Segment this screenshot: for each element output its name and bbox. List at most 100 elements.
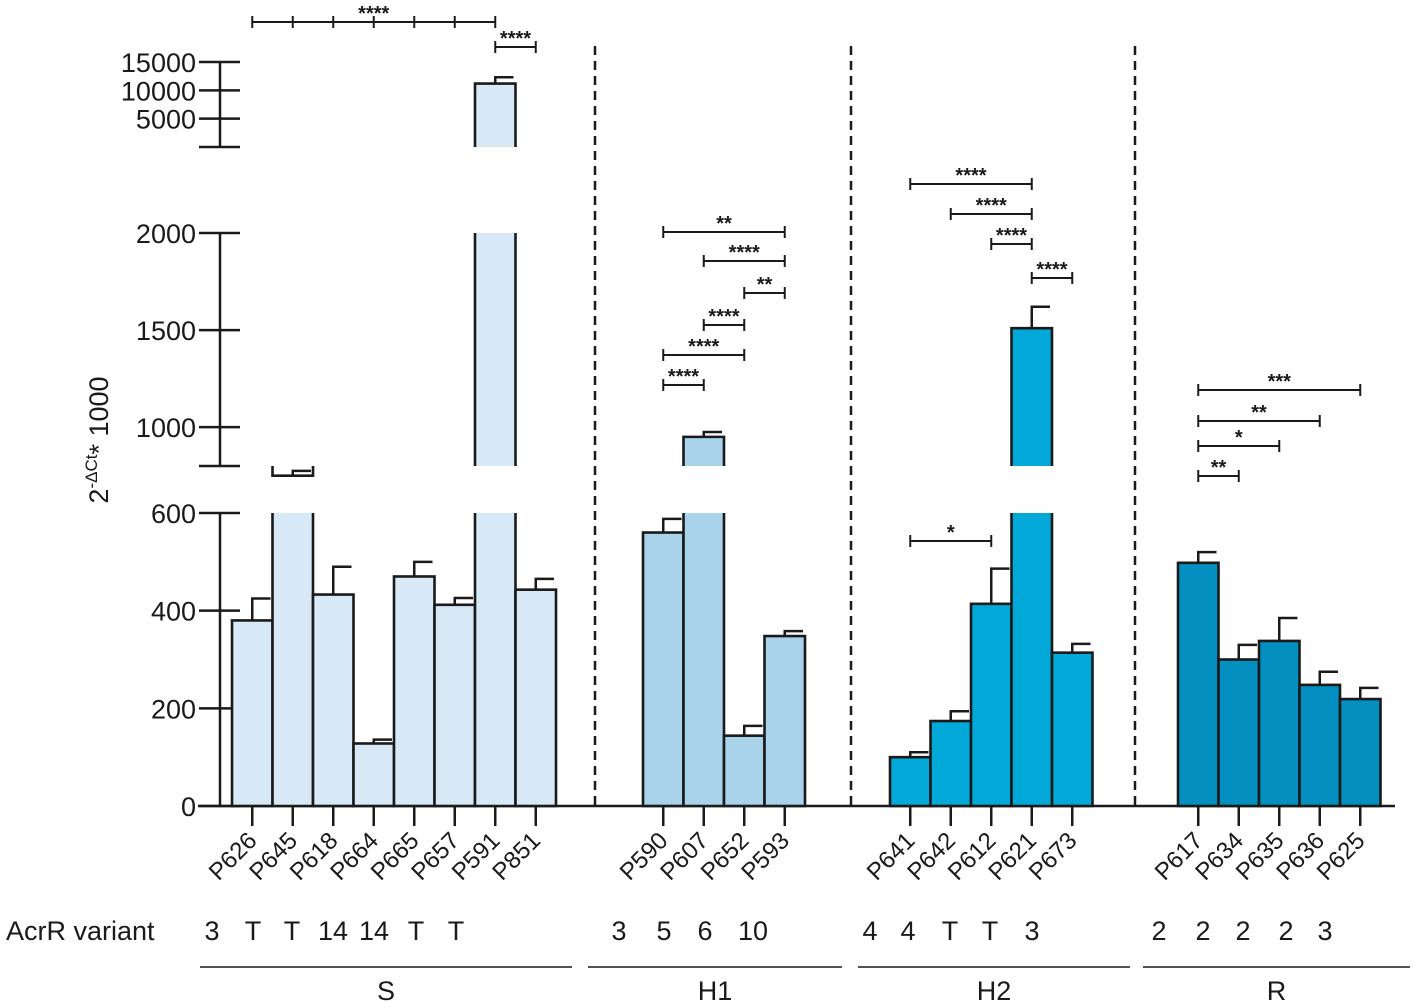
bar-rect — [641, 531, 685, 808]
bar-P642 — [929, 710, 973, 808]
bar-rect — [888, 755, 932, 808]
bar-P657 — [433, 596, 477, 808]
variant-value: 4 — [900, 916, 915, 946]
bar-rect — [1298, 683, 1342, 808]
bar-P652 — [722, 724, 766, 808]
significance-label: **** — [996, 225, 1027, 247]
y-tick-label: 400 — [151, 597, 196, 627]
significance-label: *** — [1268, 371, 1292, 393]
significance-bracket: **** — [949, 195, 1033, 220]
significance-label: ** — [1251, 402, 1267, 424]
variant-value: T — [284, 916, 301, 946]
significance-bracket: * — [909, 522, 993, 547]
y-tick-label: 1500 — [136, 316, 196, 346]
bar-rect — [722, 734, 766, 808]
y-axis-label-superscript: -ΔCt — [82, 454, 101, 488]
significance-label: **** — [976, 195, 1007, 217]
bar-P851 — [514, 577, 558, 808]
significance-bracket: **** — [702, 306, 746, 331]
y-axis-label-base: 2 — [84, 489, 114, 504]
variant-value: 5 — [656, 916, 671, 946]
bar-rect — [969, 602, 1013, 808]
significance-label: **** — [1036, 259, 1067, 281]
bar-P590 — [641, 517, 685, 808]
x-tick-label: P593 — [736, 827, 795, 886]
y-tick-label: 1000 — [136, 413, 196, 443]
bar-rect — [392, 575, 436, 808]
bar-rect — [311, 593, 355, 808]
significance-label: **** — [500, 28, 531, 50]
significance-label: ** — [716, 213, 732, 235]
x-tick-label: P673 — [1024, 827, 1083, 886]
bar-rect — [1257, 639, 1301, 808]
bars-layer — [230, 76, 1382, 808]
y-tick-label: 2000 — [136, 219, 196, 249]
bar-P625 — [1338, 686, 1382, 808]
y-tick-label: 10000 — [121, 76, 196, 106]
variant-value: 3 — [204, 916, 219, 946]
variant-value: 10 — [738, 916, 768, 946]
significance-label: **** — [729, 242, 760, 264]
variant-value: 6 — [697, 916, 712, 946]
significance-bracket: **** — [1030, 259, 1074, 284]
bar-rect — [433, 603, 477, 808]
significance-bracket: ** — [1197, 457, 1240, 482]
significance-bracket: **** — [251, 3, 497, 28]
bar-P665 — [392, 560, 436, 808]
y-axis-label-suffix: * 1000 — [84, 376, 114, 454]
bar-P618 — [311, 565, 355, 808]
significance-bracket: *** — [1197, 371, 1362, 396]
variant-value: T — [448, 916, 465, 946]
significance-bracket: **** — [662, 336, 746, 361]
bar-rect-upper — [1011, 328, 1052, 466]
significance-label: * — [947, 522, 955, 544]
bar-rect-lower — [272, 513, 313, 806]
variant-value: T — [982, 916, 999, 946]
y-tick-label: 5000 — [136, 105, 196, 135]
variant-value: T — [942, 916, 959, 946]
bar-rect — [1050, 651, 1094, 808]
significance-bracket: ** — [743, 274, 786, 299]
significance-bracket: **** — [990, 225, 1033, 250]
significance-label: ** — [757, 274, 773, 296]
bar-rect — [1217, 658, 1261, 808]
bar-P634 — [1217, 643, 1261, 808]
variant-value: 14 — [318, 916, 348, 946]
bar-P593 — [763, 629, 807, 808]
bar-P664 — [352, 738, 396, 808]
bar-outline-upper — [1010, 326, 1054, 466]
bar-rect-upper — [683, 436, 724, 466]
bar-P635 — [1257, 616, 1301, 808]
group-label: R — [1267, 976, 1287, 1006]
bar-P591 — [473, 76, 517, 808]
group-label: H2 — [977, 976, 1012, 1006]
bar-P621 — [1010, 305, 1054, 808]
x-tick-label: P625 — [1312, 827, 1371, 886]
variant-value: 2 — [1151, 916, 1166, 946]
bar-rect — [514, 588, 558, 808]
variant-value: 3 — [1317, 916, 1332, 946]
bar-outline-middle — [473, 233, 517, 466]
bar-rect — [763, 634, 807, 808]
significance-bracket: ** — [662, 213, 786, 238]
significance-bracket: **** — [702, 242, 786, 267]
bar-P607 — [682, 430, 726, 808]
bar-P617 — [1176, 550, 1220, 808]
y-tick-label: 200 — [151, 694, 196, 724]
bar-P673 — [1050, 642, 1094, 808]
bar-rect — [352, 742, 396, 808]
bar-P641 — [888, 751, 932, 808]
y-tick-label: 15000 — [121, 48, 196, 78]
bar-outline-upper — [682, 435, 726, 466]
variant-row-label: AcrR variant — [6, 916, 155, 946]
significance-bracket: **** — [662, 366, 705, 391]
variant-value: 2 — [1278, 916, 1293, 946]
bar-P626 — [230, 597, 274, 808]
significance-label: **** — [955, 165, 986, 187]
bar-P645 — [271, 466, 315, 808]
significance-label: **** — [358, 3, 389, 25]
significance-bracket: * — [1197, 427, 1281, 452]
